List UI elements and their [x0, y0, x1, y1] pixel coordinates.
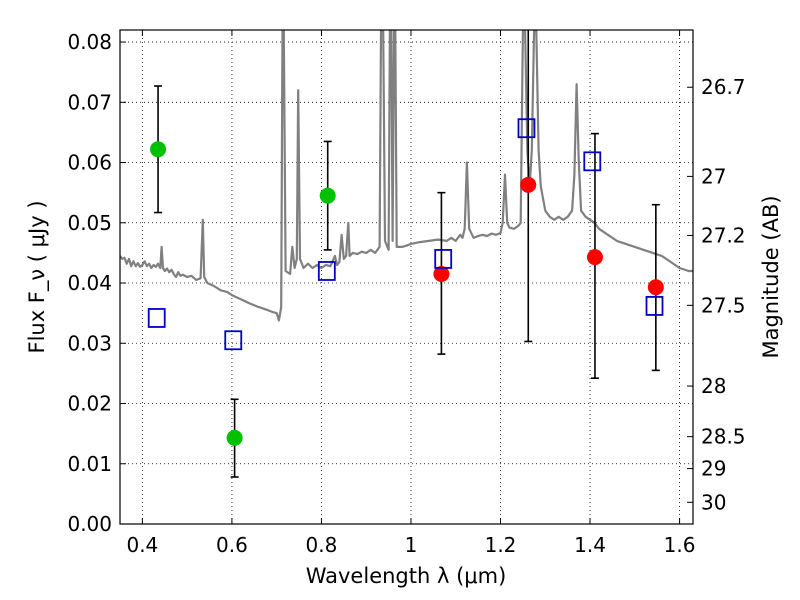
data-point-square — [434, 249, 453, 269]
data-point-square — [583, 151, 602, 172]
data-point-square — [645, 296, 664, 316]
spectrum-line — [120, 30, 693, 322]
y-tick-label: 0.06 — [67, 151, 112, 175]
plot-data — [120, 30, 693, 322]
y-tick-label: 0.08 — [67, 30, 112, 54]
y-axis-label: Flux F_ν ( μJy ) — [25, 200, 50, 353]
x-tick-label: 1.6 — [664, 533, 696, 557]
data-point-square — [317, 261, 336, 281]
data-point-circle — [319, 187, 336, 204]
x-tick-label: 0.8 — [306, 533, 338, 557]
grid — [120, 30, 693, 525]
x-tick-label: 0.4 — [126, 533, 158, 557]
data-point-circle — [150, 141, 167, 158]
y-axis-right-label: Magnitude (AB) — [759, 195, 783, 358]
data-point-square — [224, 330, 243, 351]
x-tick-label: 1.2 — [485, 533, 517, 557]
data-point-circle — [647, 279, 664, 296]
y-right-tick-label: 28.5 — [701, 425, 746, 449]
y-tick-label: 0.04 — [67, 271, 112, 295]
y-tick-label: 0.02 — [67, 392, 112, 416]
y-right-tick-label: 28 — [701, 374, 726, 398]
axis-ticks: 0.4 0.6 0.8 1 1.2 1.4 1.6 0.00 0.01 0.02 0.03 0.04 0… — [67, 30, 746, 557]
y-tick-label: 0.05 — [67, 211, 112, 235]
plot-frame — [119, 29, 694, 525]
data-point-circle — [226, 429, 243, 446]
y-tick-label: 0.01 — [67, 452, 112, 476]
y-right-tick-label: 27.5 — [701, 293, 746, 317]
error-bars — [154, 30, 660, 478]
data-point-circle — [520, 176, 537, 193]
data-point-circle — [433, 265, 450, 282]
y-right-tick-label: 26.7 — [701, 75, 746, 99]
data-point-square — [147, 308, 166, 328]
y-tick-label: 0.00 — [67, 512, 112, 536]
data-point-square — [517, 118, 536, 139]
y-right-tick-label: 27 — [701, 164, 726, 188]
x-axis-label: Wavelength λ (μm) — [306, 564, 507, 588]
x-tick-label: 0.6 — [216, 533, 248, 557]
x-tick-label: 1 — [405, 533, 418, 557]
y-right-tick-label: 29 — [701, 457, 726, 481]
y-tick-label: 0.03 — [67, 331, 112, 355]
x-tick-label: 1.4 — [574, 533, 606, 557]
y-tick-label: 0.07 — [67, 90, 112, 114]
data-markers — [147, 118, 664, 446]
y-right-tick-label: 30 — [701, 490, 726, 514]
y-right-tick-label: 27.2 — [701, 223, 746, 247]
data-point-circle — [586, 249, 603, 266]
